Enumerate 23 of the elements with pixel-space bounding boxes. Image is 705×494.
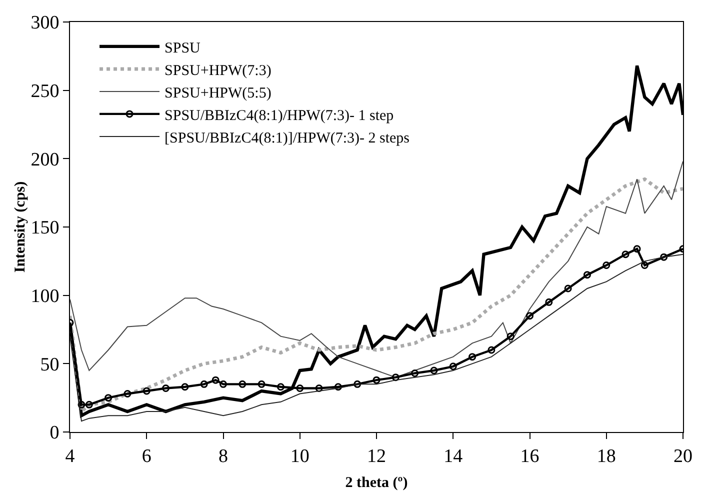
x-tick-label: 8 [218,446,228,467]
x-tick-label: 18 [596,446,616,467]
legend-label: SPSU+HPW(5:5) [164,85,272,102]
y-tick-label: 50 [40,354,60,376]
y-tick-label: 0 [50,422,60,444]
x-tick-label: 4 [65,446,76,467]
legend-label: [SPSU/BBIzC4(8:1)]/HPW(7:3)- 2 steps [164,130,410,146]
legend-label: SPSU+HPW(7:3) [164,62,272,79]
x-tick-label: 12 [367,446,386,467]
y-tick-label: 200 [30,149,60,170]
legend-label: SPSU [164,40,201,56]
y-axis-title: Intensity (cps) [12,181,29,273]
legend-label: SPSU/BBIzC4(8:1)/HPW(7:3)- 1 step [164,108,394,124]
y-tick-label: 250 [30,80,60,102]
x-tick-label: 20 [674,446,692,467]
x-tick-label: 6 [142,446,152,467]
x-tick-label: 16 [520,446,540,467]
y-tick-label: 150 [30,218,60,239]
x-tick-label: 14 [444,446,464,467]
x-axis-title: 2 theta (º) [345,475,408,491]
x-tick-label: 10 [290,446,310,467]
y-tick-label: 300 [30,12,60,34]
y-tick-label: 100 [30,286,60,307]
